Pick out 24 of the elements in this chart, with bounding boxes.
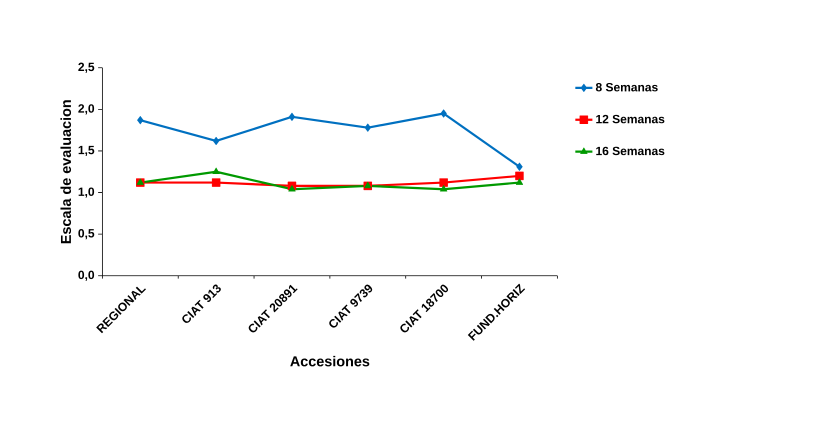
point (440, 184, 448, 192)
point (288, 112, 296, 122)
point (516, 162, 523, 172)
y-axis-title: Escala de evaluacion (60, 100, 72, 244)
point (364, 123, 372, 132)
point (439, 178, 448, 187)
y-tick-label: 0,5 (78, 229, 94, 240)
point (212, 168, 220, 174)
y-tick-label: 2,5 (78, 62, 94, 73)
point (212, 136, 220, 146)
legend-label: 8 Semanas (596, 82, 658, 92)
legend-label: 12 Semanas (596, 114, 664, 124)
point (212, 178, 220, 187)
point (516, 178, 524, 185)
y-tick-label: 1,0 (78, 187, 94, 198)
y-tick-label: 1,5 (78, 146, 94, 156)
point (515, 172, 524, 180)
x-axis-title: Accesiones (290, 356, 370, 366)
point (137, 116, 144, 124)
y-tick-label: 0,0 (78, 270, 94, 281)
y-tick-label: 2,0 (78, 104, 94, 114)
point (440, 109, 447, 118)
legend-label: 16 Semanas (596, 146, 664, 156)
point (288, 184, 296, 192)
